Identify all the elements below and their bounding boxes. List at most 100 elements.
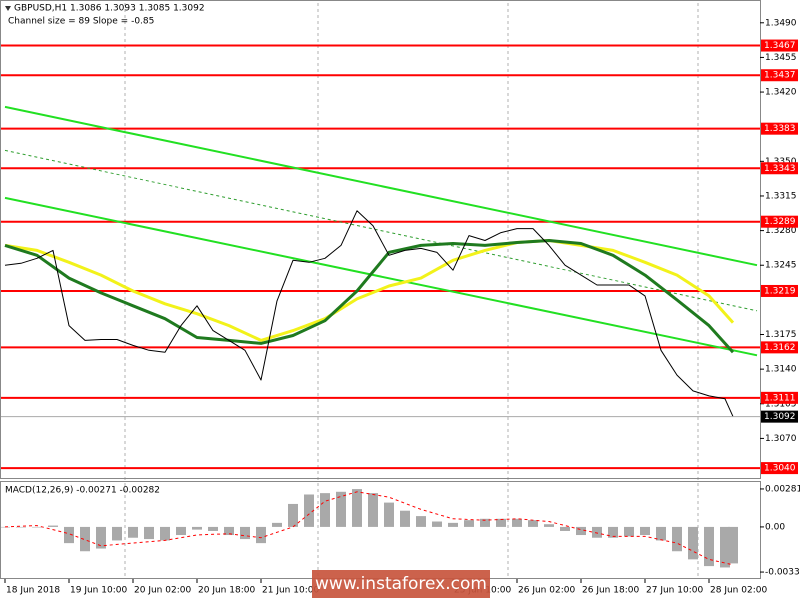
level-label-box — [761, 122, 798, 135]
histogram-bar — [416, 516, 426, 527]
histogram-bar — [304, 494, 314, 527]
histogram-bar — [688, 526, 698, 560]
x-tick-label: 21 Jun 10:00 — [262, 586, 319, 596]
y-tick-label: 1.3245 — [765, 261, 797, 271]
y-tick-label: 1.3315 — [765, 191, 797, 201]
level-label-text: 1.3040 — [764, 464, 796, 474]
histogram-bar — [480, 518, 490, 527]
histogram-bar — [656, 526, 666, 541]
series-line — [4, 239, 735, 354]
y-tick-label: 1.3070 — [765, 434, 797, 444]
watermark-box — [312, 570, 490, 598]
level-label-box — [761, 391, 798, 404]
macd-title: MACD(12,26,9) -0.00271 -0.00282 — [5, 486, 160, 496]
y-tick-label: -0.00334 — [765, 568, 800, 578]
level-label-box — [761, 284, 798, 297]
y-tick-label: 1.3175 — [765, 330, 797, 340]
level-label: 1.3040 — [761, 462, 798, 475]
level-label-text: 1.3289 — [764, 217, 796, 227]
histogram-bar — [32, 526, 42, 528]
histogram-bar — [272, 522, 282, 527]
histogram-bar — [320, 493, 330, 527]
series-line — [4, 491, 734, 566]
level-label-box — [761, 39, 798, 52]
histogram-bar — [592, 526, 602, 538]
histogram-bar — [128, 526, 138, 538]
histogram-bar — [256, 526, 266, 544]
level-label-text: 1.3383 — [764, 124, 796, 134]
level-label: 1.3467 — [761, 39, 798, 52]
y-tick-label: 1.3280 — [765, 226, 797, 236]
price-subtitle: Channel size = 89 Slope = -0.85 — [8, 17, 154, 27]
histogram-bar — [112, 526, 122, 541]
histogram-bar — [624, 526, 634, 537]
histogram-bar — [160, 526, 170, 541]
price-title: GBPUSD,H1 1.3086 1.3093 1.3085 1.3092 — [14, 4, 205, 14]
level-label: 1.3289 — [761, 215, 798, 228]
histogram-bar — [208, 526, 218, 531]
histogram-bar — [240, 526, 250, 540]
x-tick-label: 28 Jun 02:00 — [710, 586, 767, 596]
series-line — [4, 239, 735, 342]
histogram-bar — [144, 526, 154, 540]
histogram-bar — [528, 520, 538, 527]
histogram-bar — [288, 503, 298, 527]
series-line — [4, 105, 758, 267]
histogram-bar — [576, 526, 586, 536]
last-price-text: 1.3092 — [764, 412, 796, 422]
y-tick-label: 1.3105 — [765, 399, 797, 409]
x-tick-label: 19 Jun 10:00 — [70, 586, 127, 596]
level-label-text: 1.3437 — [764, 71, 796, 81]
histogram-bar — [512, 518, 522, 527]
y-tick-label: 0.00281 — [765, 484, 800, 494]
level-label-text: 1.3162 — [764, 343, 796, 353]
histogram-bar — [496, 518, 506, 527]
histogram-bar — [672, 526, 682, 552]
x-tick-label: 20 Jun 02:00 — [134, 586, 191, 596]
histogram-bar — [224, 526, 234, 536]
level-label: 1.3162 — [761, 341, 798, 354]
series-line — [4, 149, 758, 312]
histogram-bar — [192, 526, 202, 530]
histogram-bar — [704, 526, 714, 567]
histogram-bar — [544, 524, 554, 527]
histogram-bar — [448, 522, 458, 527]
histogram-bar — [464, 520, 474, 527]
histogram-bar — [720, 526, 730, 568]
y-tick-label: 1.3140 — [765, 365, 797, 375]
level-label: 1.3437 — [761, 69, 798, 82]
series-line — [4, 196, 758, 357]
x-tick-label: 26 Jun 02:00 — [518, 586, 575, 596]
level-label-box — [761, 215, 798, 228]
histogram-bar — [640, 526, 650, 536]
histogram-bar — [384, 502, 394, 527]
x-tick-label: 27 Jun 10:00 — [646, 586, 703, 596]
plot-layer — [0, 44, 760, 568]
level-label-box — [761, 462, 798, 475]
histogram-bar — [80, 526, 90, 552]
level-label: 1.3219 — [761, 284, 798, 297]
watermark: www.instaforex.com — [315, 574, 487, 594]
histogram-bar — [176, 526, 186, 536]
level-label-box — [761, 341, 798, 354]
histogram-bar — [608, 526, 618, 538]
level-label: 1.3383 — [761, 122, 798, 135]
y-tick-label: 1.3490 — [765, 18, 797, 28]
level-label-text: 1.3343 — [764, 164, 796, 174]
x-tick-label: 26 Jun 18:00 — [582, 586, 639, 596]
histogram-bar — [64, 526, 74, 544]
y-tick-label: 1.3420 — [765, 88, 797, 98]
y-tick-label: 1.3455 — [765, 53, 797, 63]
histogram-bar — [336, 491, 346, 527]
level-label: 1.3343 — [761, 162, 798, 175]
histogram-bar — [352, 489, 362, 527]
price-pane-frame — [0, 0, 761, 479]
x-tick-label: 20 Jun 18:00 — [198, 586, 255, 596]
histogram-bar — [368, 493, 378, 527]
level-label-text: 1.3467 — [764, 41, 796, 51]
histogram-bar — [432, 521, 442, 527]
histogram-bar — [48, 525, 58, 527]
level-label-box — [761, 69, 798, 82]
last-price-box — [761, 410, 798, 423]
